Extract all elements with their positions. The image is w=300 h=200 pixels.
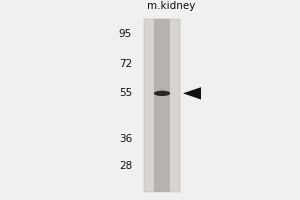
Text: 28: 28 — [119, 161, 132, 171]
Ellipse shape — [154, 91, 170, 96]
Bar — [154, 19, 170, 192]
Text: 95: 95 — [119, 29, 132, 39]
Bar — [144, 19, 180, 192]
Text: m.kidney: m.kidney — [147, 1, 195, 11]
Text: 55: 55 — [119, 88, 132, 98]
Text: 72: 72 — [119, 59, 132, 69]
Text: 36: 36 — [119, 134, 132, 144]
Polygon shape — [183, 87, 201, 100]
